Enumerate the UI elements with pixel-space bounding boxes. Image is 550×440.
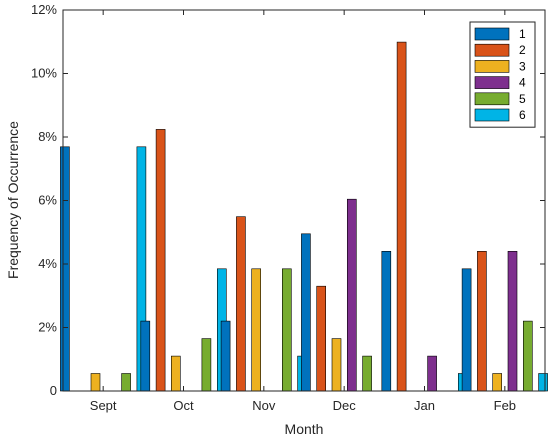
bar-feb-series-5 xyxy=(522,320,533,392)
bar-dec-series-4 xyxy=(346,198,357,392)
bar-jan-series-4 xyxy=(427,355,437,392)
legend-label-3: 3 xyxy=(519,59,526,73)
bar-nov-series-5 xyxy=(281,268,292,392)
bar-nov-series-2 xyxy=(236,216,246,392)
y-tick-label: 4% xyxy=(38,256,57,271)
bar-dec-series-1 xyxy=(301,233,311,392)
x-tick-label: Dec xyxy=(333,398,357,413)
legend-label-1: 1 xyxy=(519,27,526,41)
x-tick-label: Nov xyxy=(252,398,276,413)
bar-dec-series-3 xyxy=(331,338,342,392)
x-tick-label: Oct xyxy=(173,398,194,413)
legend-swatch-6 xyxy=(474,108,510,122)
y-tick-label: 2% xyxy=(38,320,57,335)
y-tick-label: 0 xyxy=(50,383,57,398)
bar-oct-series-2 xyxy=(155,129,166,392)
bar-feb-series-1 xyxy=(461,268,472,392)
legend-label-2: 2 xyxy=(519,43,526,57)
bar-feb-series-2 xyxy=(477,251,487,392)
bar-feb-series-3 xyxy=(492,373,503,392)
x-tick-label: Jan xyxy=(414,398,435,413)
ticks-layer: 0 2% 4% 6% 8% 10% 12% Sept Oct Nov Dec Jan Feb xyxy=(31,2,545,413)
legend: 1 2 3 4 5 6 xyxy=(469,21,536,128)
bar-nov-series-1 xyxy=(220,320,231,392)
bar-dec-series-5 xyxy=(362,355,372,392)
bar-oct-series-3 xyxy=(171,355,181,392)
x-tick-label: Sept xyxy=(90,398,117,413)
x-tick-label: Feb xyxy=(494,398,516,413)
legend-swatch-4 xyxy=(474,76,510,89)
legend-swatch-3 xyxy=(474,60,510,73)
legend-swatch-1 xyxy=(474,27,510,41)
bar-oct-series-5 xyxy=(201,338,212,392)
bar-jan-series-1 xyxy=(381,251,392,392)
y-axis-title: Frequency of Occurrence xyxy=(5,121,21,279)
y-tick-label: 6% xyxy=(38,193,57,208)
bar-sept-series-1 xyxy=(60,146,70,392)
legend-swatch-5 xyxy=(474,92,510,106)
x-axis-title: Month xyxy=(285,421,324,437)
y-tick-label: 10% xyxy=(31,66,57,81)
legend-label-6: 6 xyxy=(519,108,526,122)
y-tick-label: 12% xyxy=(31,2,57,17)
bar-sept-series-3 xyxy=(90,373,101,392)
bar-jan-series-2 xyxy=(396,41,407,392)
bar-feb-series-4 xyxy=(507,251,518,392)
y-tick-label: 8% xyxy=(38,129,57,144)
bar-sept-series-5 xyxy=(121,373,131,392)
bar-nov-series-3 xyxy=(251,268,261,392)
legend-label-4: 4 xyxy=(519,76,526,90)
legend-label-5: 5 xyxy=(519,92,526,106)
bar-oct-series-1 xyxy=(140,320,151,392)
bar-feb-series-6 xyxy=(538,373,548,392)
legend-swatch-2 xyxy=(474,43,510,57)
bar-dec-series-2 xyxy=(316,285,327,392)
